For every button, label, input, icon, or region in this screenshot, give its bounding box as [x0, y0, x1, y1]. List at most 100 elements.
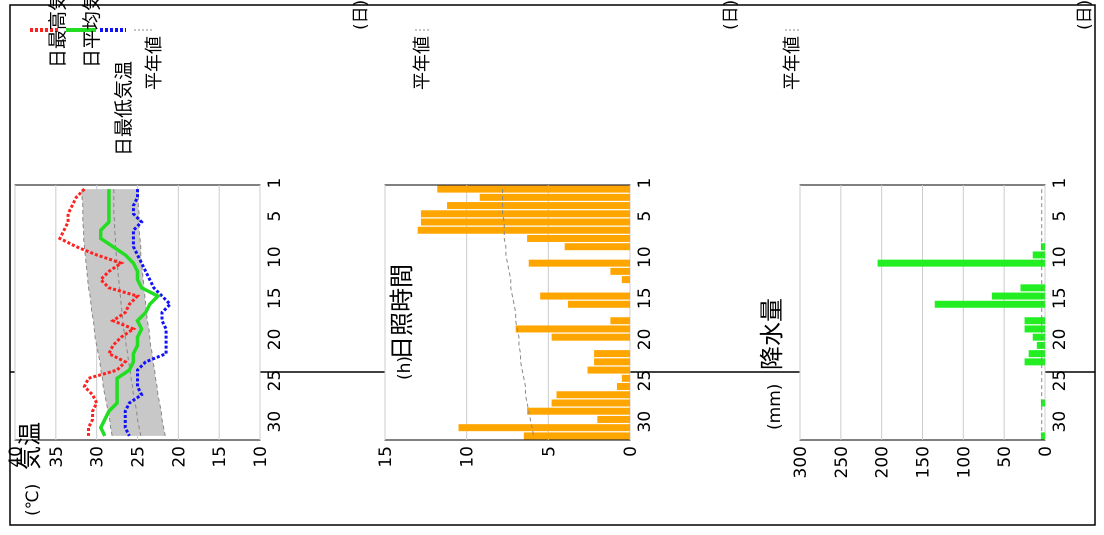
- bar: [621, 374, 630, 382]
- bar: [616, 383, 631, 391]
- bar: [1024, 325, 1046, 333]
- x-tick-label: 20: [265, 329, 285, 351]
- x-tick-label: 5: [265, 211, 285, 222]
- x-tick-label: 1: [635, 178, 655, 189]
- y-tick-label: 50: [995, 446, 1015, 468]
- x-tick-label: 20: [1050, 329, 1070, 351]
- bar: [458, 424, 630, 432]
- legend-avg-label: 日平均気温: [81, 0, 103, 68]
- normal-line: [113, 189, 142, 436]
- y-tick-label: 150: [914, 446, 934, 478]
- x-tick-label: 1: [1050, 178, 1070, 189]
- bar: [1020, 284, 1045, 292]
- bar: [417, 226, 630, 234]
- x-tick-label: 25: [265, 370, 285, 392]
- y-tick-label: 5: [539, 446, 559, 457]
- bar: [479, 193, 630, 201]
- x-tick-label: 25: [635, 370, 655, 392]
- y-tick-label: 40: [6, 446, 26, 468]
- series-line: [57, 188, 141, 436]
- bar: [597, 415, 630, 423]
- y-tick-label: 25: [129, 446, 149, 468]
- legend-normal-label: 平年値: [144, 36, 165, 90]
- legend-max-label: 日最高気温: [47, 0, 69, 68]
- bar: [420, 210, 630, 218]
- bar: [610, 267, 631, 275]
- x-tick-label: 10: [635, 246, 655, 268]
- bar: [540, 292, 631, 300]
- bar: [447, 202, 631, 210]
- y-tick-label: 30: [88, 446, 108, 468]
- bar: [1036, 341, 1046, 349]
- bar: [1032, 251, 1045, 259]
- x-tick-label: 10: [1050, 246, 1070, 268]
- y-tick-label: 35: [47, 446, 67, 468]
- y-tick-label: 10: [251, 446, 271, 468]
- y-tick-label: 100: [954, 446, 974, 478]
- sunshine-ylabel: (h): [395, 356, 415, 380]
- bar: [420, 218, 630, 226]
- x-tick-label: 1: [265, 178, 285, 189]
- figure-frame: [9, 4, 1096, 526]
- x-tick-label: 25: [1050, 370, 1070, 392]
- temperature-title: 気温: [16, 422, 44, 470]
- y-tick-label: 0: [1036, 446, 1056, 457]
- series-line: [98, 189, 161, 437]
- y-tick-label: 250: [832, 446, 852, 478]
- precipitation-ylabel: (mm): [765, 384, 785, 430]
- x-tick-label: 30: [265, 411, 285, 433]
- bar: [528, 259, 631, 267]
- bar: [877, 259, 1045, 267]
- bar: [527, 407, 630, 415]
- bar: [1024, 317, 1046, 325]
- temperature-xlabel: (日): [351, 0, 371, 30]
- precipitation-xlabel: (日): [1075, 0, 1095, 30]
- y-tick-label: 300: [791, 446, 811, 478]
- bar: [523, 432, 630, 440]
- sunshine-title: 日照時間: [388, 264, 416, 360]
- series-line: [123, 189, 173, 437]
- bar: [527, 234, 630, 242]
- x-tick-label: 15: [1050, 287, 1070, 309]
- bar: [564, 243, 631, 251]
- x-tick-label: 5: [635, 211, 655, 222]
- y-tick-label: 15: [210, 446, 230, 468]
- precipitation-title: 降水量: [758, 298, 786, 370]
- y-tick-label: 0: [621, 446, 641, 457]
- bar: [567, 300, 631, 308]
- bar: [594, 358, 630, 366]
- bar: [1024, 358, 1046, 366]
- sunshine-xlabel: (日): [721, 0, 741, 30]
- sunshine-legend-label: 平年値: [412, 36, 433, 90]
- bar: [1032, 333, 1045, 341]
- normal-line: [137, 189, 166, 436]
- bar: [515, 325, 631, 333]
- y-tick-label: 10: [458, 446, 478, 468]
- bar: [594, 350, 630, 358]
- bar: [934, 300, 1045, 308]
- x-tick-label: 30: [635, 411, 655, 433]
- precipitation-legend-label: 平年値: [782, 36, 803, 90]
- bar: [621, 276, 630, 284]
- temperature-ylabel: (℃): [23, 484, 43, 516]
- x-tick-label: 15: [635, 287, 655, 309]
- x-tick-label: 15: [265, 287, 285, 309]
- bar: [556, 391, 630, 399]
- legend-min-label: 日最低気温: [113, 61, 135, 156]
- bar: [610, 317, 631, 325]
- x-tick-label: 10: [265, 246, 285, 268]
- y-tick-label: 15: [376, 446, 396, 468]
- bar: [991, 292, 1046, 300]
- x-tick-label: 5: [1050, 211, 1070, 222]
- bar: [551, 333, 630, 341]
- y-tick-label: 20: [169, 446, 189, 468]
- x-tick-label: 30: [1050, 411, 1070, 433]
- x-tick-label: 20: [635, 329, 655, 351]
- bar: [437, 185, 630, 193]
- bar: [1028, 350, 1045, 358]
